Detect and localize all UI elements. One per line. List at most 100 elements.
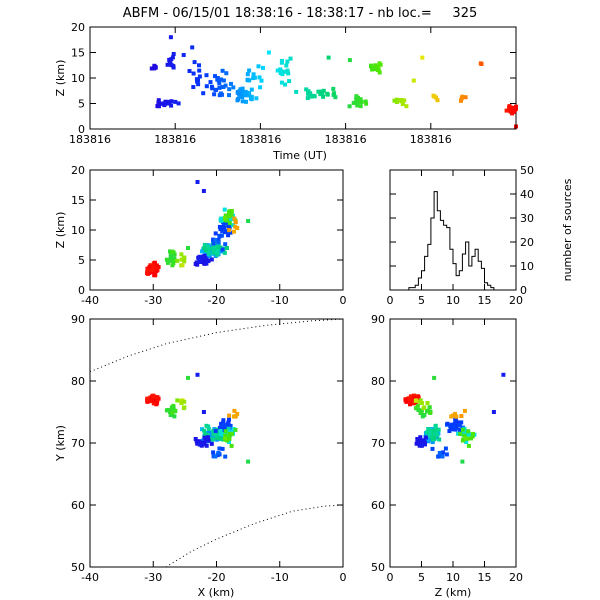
source-point: [218, 91, 223, 96]
source-point: [449, 422, 454, 427]
source-point: [240, 99, 245, 104]
source-point: [215, 435, 220, 440]
source-point: [408, 402, 412, 407]
source-point: [212, 92, 217, 97]
plot-frame: [389, 169, 517, 291]
y-tick-label: 0: [78, 123, 85, 136]
source-point: [416, 395, 421, 400]
source-point: [218, 245, 223, 250]
source-point: [225, 246, 229, 250]
source-point: [168, 255, 173, 260]
histogram-line: [390, 191, 516, 291]
source-point: [169, 103, 174, 108]
source-point: [172, 256, 177, 261]
source-point: [168, 61, 173, 66]
source-point: [217, 85, 222, 90]
source-point: [223, 213, 228, 218]
sources-x-y: [145, 372, 251, 464]
source-point: [232, 408, 237, 413]
y-tick-label: 80: [371, 375, 385, 388]
source-point: [200, 427, 204, 432]
source-point: [201, 189, 206, 193]
source-point: [371, 66, 376, 70]
x-axis-label: Time (UT): [272, 149, 327, 162]
source-point: [221, 225, 226, 230]
source-point: [152, 398, 157, 403]
source-point: [179, 401, 184, 406]
source-point: [306, 89, 311, 94]
source-point: [415, 437, 420, 441]
source-point: [197, 442, 202, 447]
source-point: [355, 103, 360, 108]
source-point: [227, 413, 232, 418]
source-point: [168, 35, 173, 40]
source-point: [151, 265, 156, 270]
source-point: [218, 429, 223, 433]
source-point: [256, 64, 261, 69]
source-point: [180, 263, 185, 268]
source-point: [400, 102, 405, 106]
y-tick-label: 80: [71, 375, 85, 388]
source-point: [394, 100, 399, 104]
x-tick-label: 10: [446, 294, 460, 307]
source-point: [354, 97, 359, 102]
sources-z-y: [403, 372, 506, 464]
source-point: [358, 104, 363, 109]
source-point: [462, 433, 467, 438]
source-point: [209, 251, 214, 256]
source-point: [220, 85, 225, 89]
source-point: [416, 397, 421, 402]
source-point: [409, 394, 413, 399]
source-point: [215, 453, 220, 458]
source-point: [247, 91, 252, 96]
source-point: [202, 242, 207, 247]
source-point: [198, 260, 203, 264]
source-point: [219, 421, 224, 426]
source-point: [252, 75, 257, 80]
source-point: [471, 431, 475, 436]
source-point: [227, 214, 232, 219]
source-point: [311, 93, 316, 98]
source-point: [211, 241, 216, 246]
source-point: [233, 427, 238, 432]
source-point: [206, 251, 211, 256]
source-point: [286, 71, 291, 76]
source-point: [418, 399, 423, 404]
source-point: [145, 396, 150, 401]
source-point: [284, 63, 289, 68]
source-point: [206, 259, 210, 264]
source-point: [228, 230, 233, 235]
source-point: [182, 259, 187, 264]
source-point: [204, 432, 208, 437]
source-point: [227, 93, 231, 98]
source-point: [204, 84, 209, 89]
source-point: [220, 247, 225, 252]
source-point: [190, 45, 195, 50]
source-point: [285, 59, 290, 64]
source-point: [223, 436, 227, 441]
source-point: [373, 63, 378, 68]
source-point: [193, 262, 198, 266]
source-point: [470, 434, 475, 439]
source-point: [231, 223, 235, 228]
source-point: [168, 258, 173, 263]
source-point: [173, 99, 178, 104]
source-point: [221, 78, 226, 83]
source-point: [460, 94, 465, 99]
source-point: [279, 80, 284, 85]
source-point: [240, 86, 245, 91]
source-point: [192, 60, 197, 65]
source-point: [427, 405, 432, 410]
source-point: [461, 437, 466, 442]
source-point: [204, 443, 209, 448]
source-point: [414, 398, 418, 403]
source-point: [248, 96, 253, 101]
source-point: [202, 246, 207, 251]
source-point: [201, 410, 206, 414]
source-point: [423, 435, 428, 440]
source-point: [331, 92, 336, 97]
source-point: [152, 65, 157, 70]
source-point: [376, 67, 381, 72]
plot-frame: [389, 318, 517, 568]
